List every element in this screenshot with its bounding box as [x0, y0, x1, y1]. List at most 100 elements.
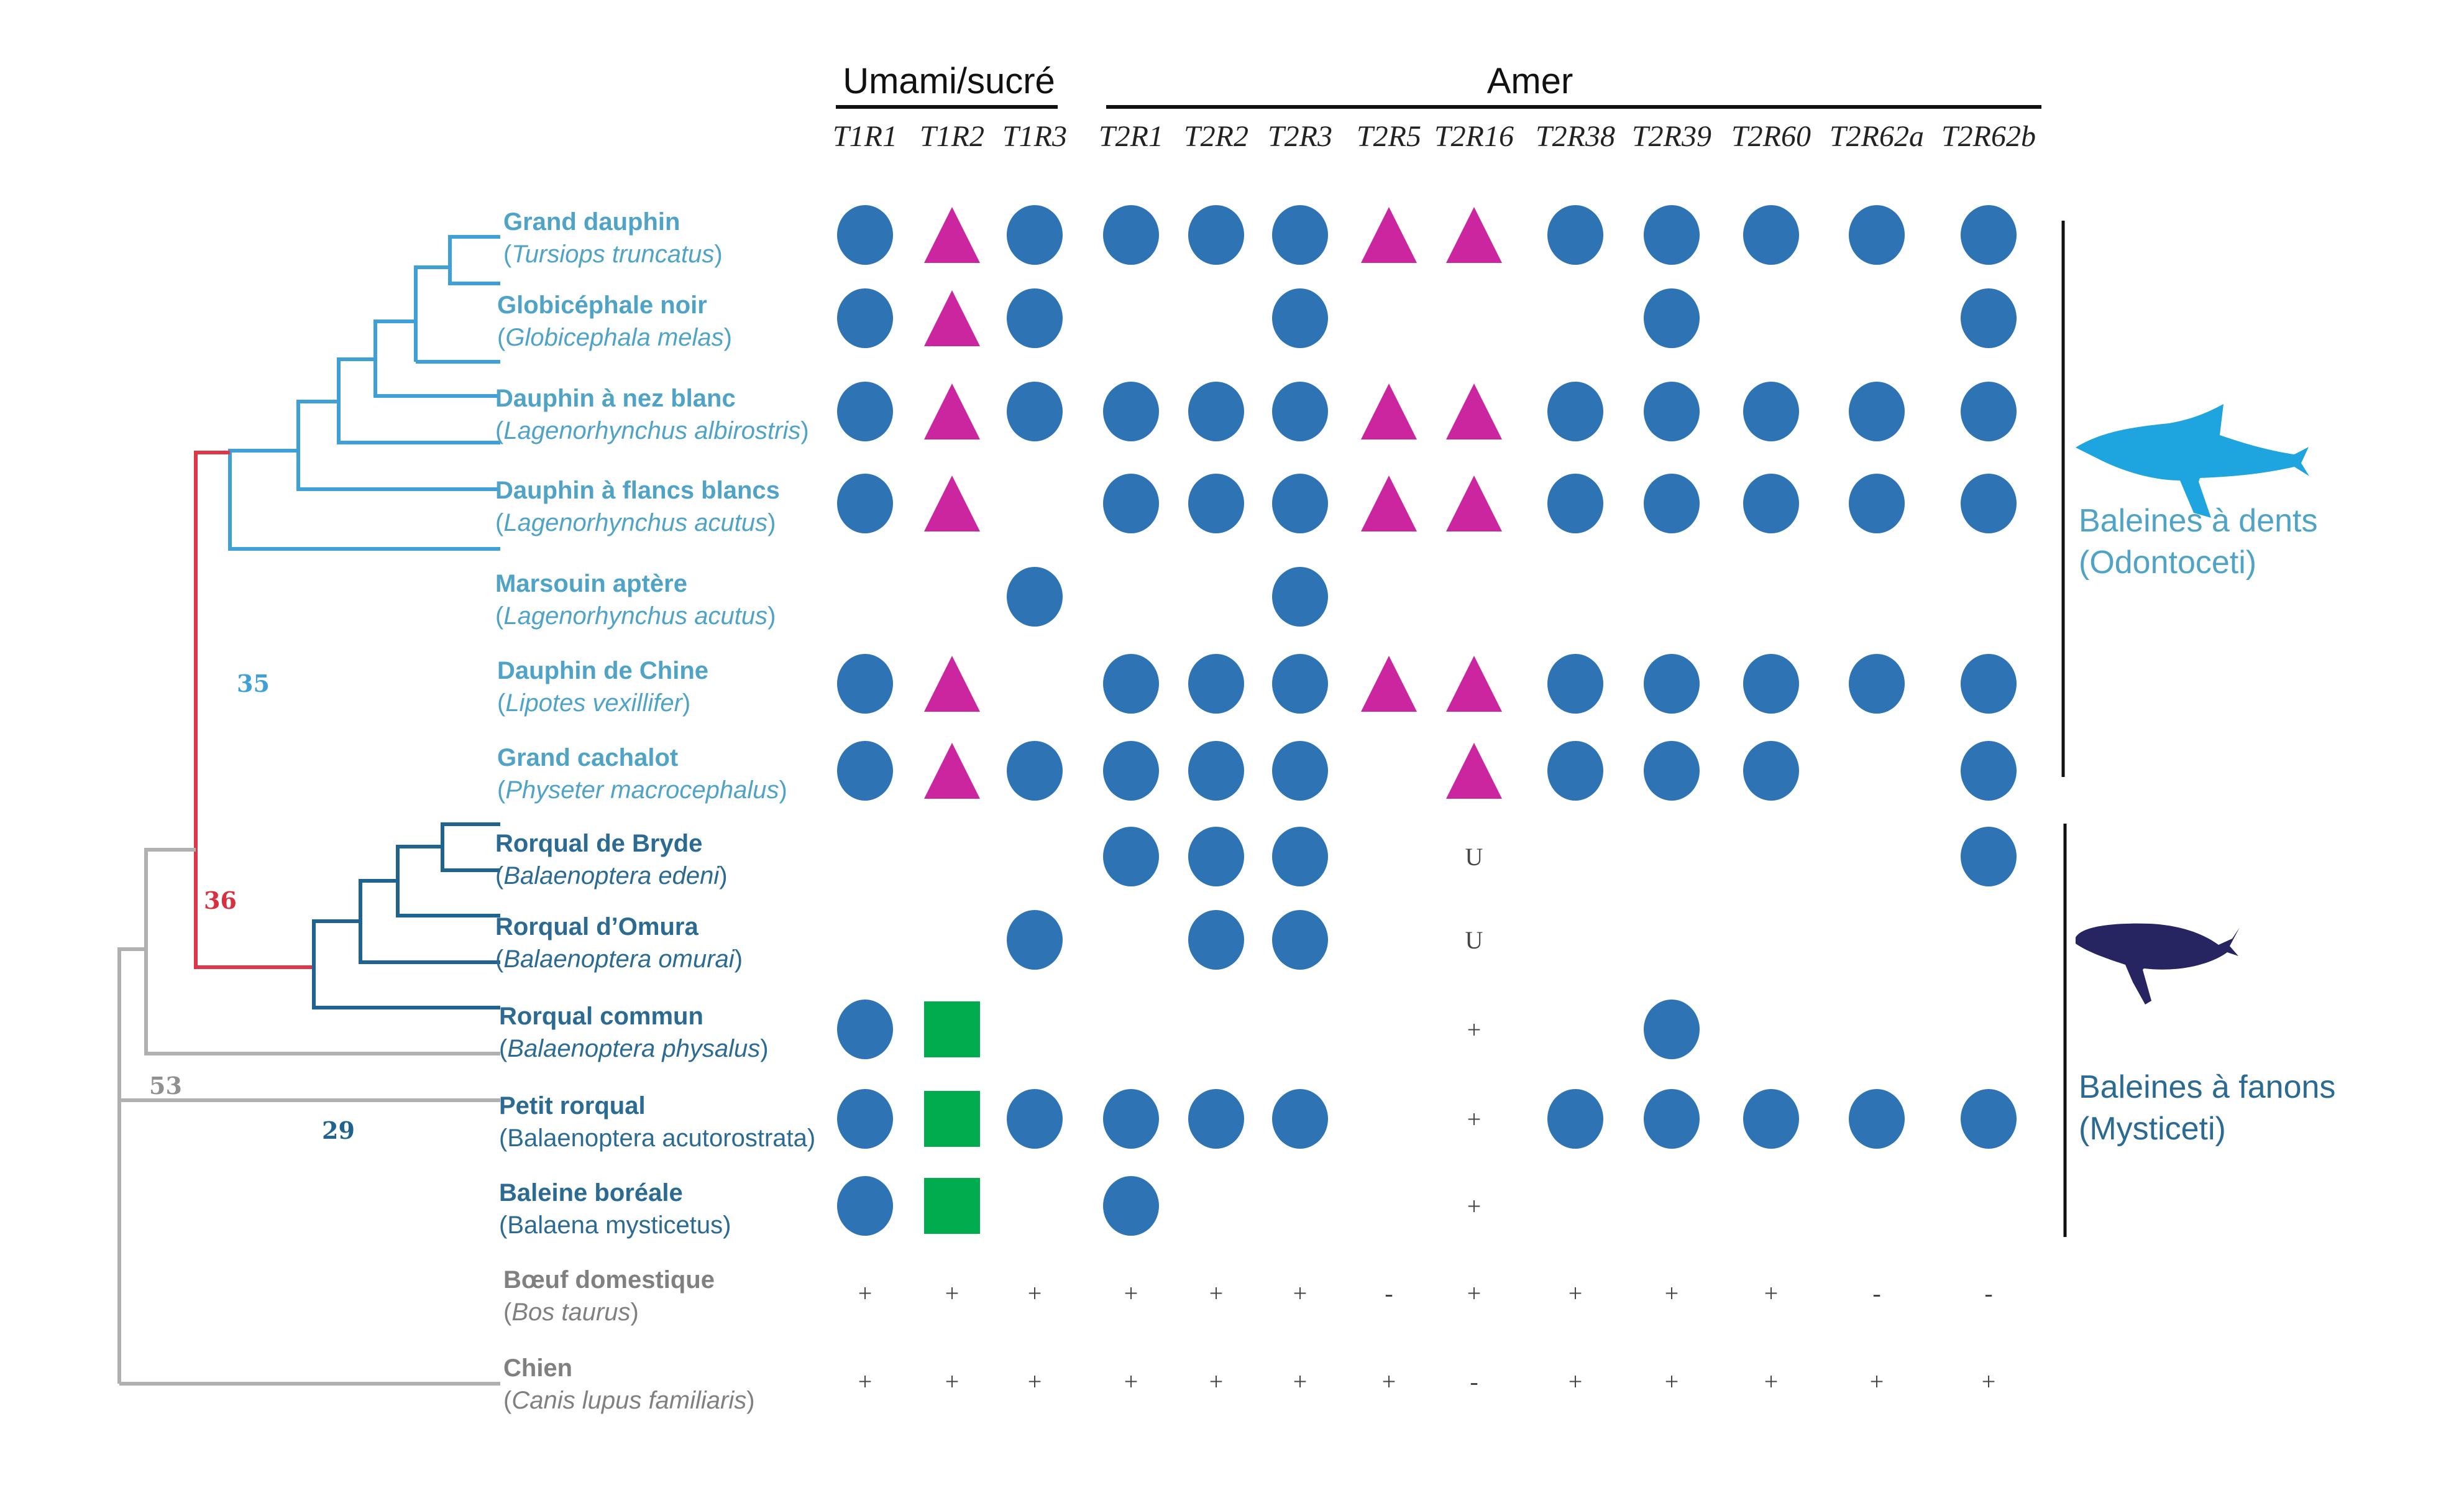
cell-triangle-marker: [924, 207, 980, 263]
gene-label-t2r60: T2R60: [1731, 120, 1811, 153]
node-label-35: 35: [237, 669, 270, 697]
cell-circle-marker: [1644, 741, 1700, 801]
cell-circle-marker: [1188, 382, 1244, 441]
gene-label-t2r3: T2R3: [1268, 120, 1332, 153]
species-scientific-name: (Lagenorhynchus acutus): [495, 509, 776, 536]
cell-plus-marker: +: [858, 1368, 872, 1395]
node-label-29: 29: [322, 1116, 355, 1144]
clade-label-odontoceti-line2: (Odontoceti): [2079, 545, 2256, 581]
cell-circle-marker: [1272, 474, 1328, 533]
species-common-name: Bœuf domestique: [503, 1266, 715, 1294]
species-label: Grand cachalot (Physeter macrocephalus): [497, 744, 787, 804]
cell-triangle-marker: [1361, 476, 1417, 531]
cell-square-marker: [924, 1091, 980, 1147]
cell-circle-marker: [1103, 474, 1159, 533]
cell-plus-marker: +: [945, 1368, 959, 1395]
cell-circle-marker: [1961, 1089, 2017, 1149]
cell-u-marker: U: [1465, 843, 1483, 871]
cell-plus-marker: +: [945, 1279, 959, 1307]
species-scientific-name: (Tursiops truncatus): [503, 241, 723, 268]
dolphin-icon: [2076, 404, 2309, 518]
gene-label-t2r2: T2R2: [1184, 120, 1248, 153]
species-common-name: Rorqual commun: [499, 1003, 703, 1030]
node-label-53: 53: [149, 1072, 182, 1100]
cell-circle-marker: [1547, 474, 1603, 533]
cell-circle-marker: [1849, 205, 1905, 265]
cell-triangle-marker: [1361, 207, 1417, 263]
cell-circle-marker: [1103, 1089, 1159, 1149]
cell-circle-marker: [1272, 382, 1328, 441]
cell-plus-marker: +: [1124, 1279, 1138, 1307]
cell-plus-marker: +: [1569, 1279, 1583, 1307]
gene-label-t1r1: T1R1: [833, 120, 897, 153]
cell-circle-marker: [1961, 382, 2017, 441]
species-scientific-name: (Globicephala melas): [497, 324, 732, 351]
cell-triangle-marker: [924, 476, 980, 531]
species-label: Rorqual d’Omura (Balaenoptera omurai): [495, 913, 743, 973]
cell-triangle-marker: [1361, 656, 1417, 712]
cell-plus-marker: +: [1293, 1368, 1308, 1395]
cell-circle-marker: [1007, 382, 1063, 441]
cell-circle-marker: [1188, 205, 1244, 265]
cell-plus-marker: +: [1665, 1368, 1679, 1395]
species-common-name: Grand dauphin: [503, 208, 680, 236]
cell-circle-marker: [1188, 827, 1244, 886]
cell-circle-marker: [837, 205, 893, 265]
cell-circle-marker: [1644, 474, 1700, 533]
gene-cells: U U + + + + + + + + + - + + + + - - + + + + + + + - + + + + +: [837, 205, 2017, 1395]
cell-circle-marker: [1644, 1089, 1700, 1149]
species-common-name: Dauphin de Chine: [497, 657, 708, 684]
cell-circle-marker: [1103, 382, 1159, 441]
cell-triangle-marker: [1446, 384, 1502, 439]
node-label-36: 36: [204, 886, 237, 914]
species-label: Baleine boréale (Balaena mysticetus): [499, 1179, 731, 1239]
cell-plus-marker: +: [1665, 1279, 1679, 1307]
clade-label-mysticeti-line1: Baleines à fanons: [2079, 1069, 2335, 1105]
cell-triangle-marker: [924, 656, 980, 712]
group-label-umami: Umami/sucré: [843, 61, 1055, 101]
cell-plus-marker: +: [1293, 1279, 1308, 1307]
species-common-name: Rorqual de Bryde: [495, 830, 702, 857]
cell-circle-marker: [1849, 1089, 1905, 1149]
cell-circle-marker: [1272, 827, 1328, 886]
cell-triangle-marker: [924, 290, 980, 346]
cell-circle-marker: [837, 474, 893, 533]
cell-plus-marker: +: [1764, 1279, 1779, 1307]
cell-circle-marker: [837, 1000, 893, 1059]
cell-circle-marker: [1743, 474, 1799, 533]
species-scientific-name: (Balaena mysticetus): [499, 1211, 731, 1239]
cell-triangle-marker: [1446, 476, 1502, 531]
species-common-name: Dauphin à flancs blancs: [495, 477, 780, 504]
cell-plus-marker: +: [1209, 1368, 1224, 1395]
species-label: Dauphin à flancs blancs (Lagenorhynchus a…: [495, 477, 780, 536]
cell-circle-marker: [837, 1176, 893, 1236]
species-common-name: Rorqual d’Omura: [495, 913, 698, 940]
cell-circle-marker: [1743, 205, 1799, 265]
species-label: Rorqual commun (Balaenoptera physalus): [499, 1003, 769, 1062]
gene-label-t2r39: T2R39: [1632, 120, 1711, 153]
cell-circle-marker: [1547, 1089, 1603, 1149]
cell-circle-marker: [1103, 741, 1159, 801]
species-scientific-name: (Physeter macrocephalus): [497, 776, 787, 804]
species-scientific-name: (Bos taurus): [503, 1299, 639, 1326]
cell-circle-marker: [1644, 205, 1700, 265]
cell-circle-marker: [1007, 288, 1063, 348]
gene-label-t2r5: T2R5: [1357, 120, 1421, 153]
cell-circle-marker: [1188, 654, 1244, 714]
cell-plus-marker: +: [1982, 1368, 1996, 1395]
cell-u-marker: U: [1465, 926, 1483, 954]
species-scientific-name: (Balaenoptera omurai): [495, 945, 743, 973]
species-common-name: Dauphin à nez blanc: [495, 385, 736, 412]
species-scientific-name: (Lipotes vexillifer): [497, 689, 690, 717]
gene-labels: T1R1 T1R2 T1R3 T2R1 T2R2 T2R3 T2R5 T2R16 T2R38 T2…: [833, 120, 2036, 153]
cell-circle-marker: [1188, 910, 1244, 970]
cell-circle-marker: [837, 741, 893, 801]
cell-circle-marker: [1644, 382, 1700, 441]
outgroup-branches: [117, 848, 500, 1386]
cell-plus-marker: +: [1209, 1279, 1224, 1307]
species-common-name: Globicéphale noir: [497, 292, 707, 319]
gene-label-t2r62b: T2R62b: [1941, 120, 2036, 153]
cell-circle-marker: [1188, 741, 1244, 801]
cell-circle-marker: [1849, 474, 1905, 533]
baleen-whale-icon: [2076, 923, 2240, 1005]
